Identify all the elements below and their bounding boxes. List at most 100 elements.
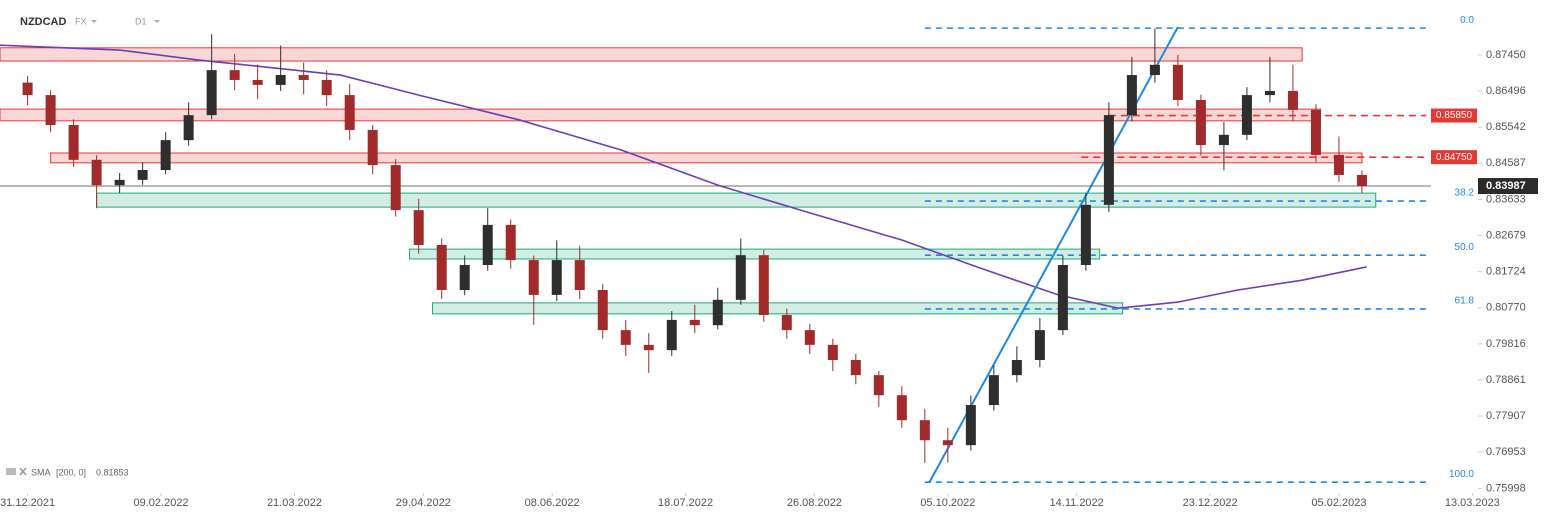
x-tick-label: 14.11.2022 [1050,497,1104,509]
candle-body [367,129,378,166]
level-badge [1431,150,1477,165]
x-tick-label: 05.02.2023 [1311,497,1366,509]
fib-label: 61.8 [1455,296,1475,307]
level-badge [1431,108,1477,123]
x-tick-label: 23.12.2022 [1183,497,1238,509]
level-label: 0.85850 [1436,110,1473,121]
candle-body [827,344,838,361]
candle-body [1333,154,1344,175]
y-tick-label: 0.85542 [1486,121,1526,133]
candle-body [758,255,769,315]
candle-body [114,179,125,186]
candle-body [344,95,355,130]
x-tick-label: 31.12.2021 [0,497,55,509]
y-tick-label: 0.78861 [1486,374,1526,386]
zone [96,192,1377,208]
candle-body [137,170,148,180]
interval[interactable]: D1 [135,16,147,26]
x-tick-label: 18.07.2022 [658,497,713,509]
legend-icon[interactable] [6,468,16,475]
legend: SMA [200, 0] 0.81853 [6,467,129,477]
y-tick-label: 0.82679 [1486,229,1526,241]
candle-body [275,75,286,85]
candle-body [45,95,56,125]
candle-body [1218,134,1229,146]
candle-body [459,265,470,290]
candle-body [436,244,447,290]
candle-body [804,330,815,345]
level-label: 0.84750 [1436,152,1473,163]
close-icon[interactable] [19,467,27,476]
y-tick-label: 0.80770 [1486,302,1526,314]
legend-name: SMA [31,467,51,477]
fib-label: 38.2 [1455,188,1475,199]
candle-body [183,115,194,141]
candle-body [896,395,907,421]
candle-body [229,70,240,80]
candle-body [206,70,217,116]
zone [432,302,1124,315]
fib-label: 100.0 [1449,469,1474,480]
market[interactable]: FX [75,16,87,26]
candle-body [528,260,539,295]
candle-body [1080,204,1091,266]
candle-body [597,289,608,331]
y-tick-label: 0.79816 [1486,338,1526,350]
candle-body [390,165,401,211]
legend-params: [200, 0] [56,467,86,477]
candle-body [413,210,424,245]
sma-line [0,44,1367,309]
candle-body [574,260,585,290]
candle-body [712,299,723,326]
candle-body [551,260,562,295]
candle-body [1126,75,1137,116]
last-price-badge [1478,178,1538,195]
candle-body [666,319,677,351]
x-tick-label: 05.10.2022 [920,497,975,509]
candle-body [735,255,746,300]
candle-body [850,360,861,376]
candle-body [643,344,654,351]
zone [50,152,1363,164]
candle-body [252,79,263,85]
candle-body [1287,90,1298,110]
candle-body [160,140,171,171]
candle-body [1011,360,1022,376]
dropdown-icon[interactable] [154,20,160,23]
candle-body [1195,100,1206,146]
last-price-label: 0.83987 [1486,180,1526,192]
candle-body [1241,95,1252,135]
x-tick-label: 29.04.2022 [396,497,451,509]
y-tick-label: 0.75998 [1486,482,1526,494]
y-tick-label: 0.86496 [1486,85,1526,97]
x-tick-label: 13.03.2023 [1445,497,1500,509]
candle-body [781,314,792,331]
candle-body [505,224,516,261]
y-tick-label: 0.87450 [1486,49,1526,61]
candle-body [1264,90,1275,96]
candle-body [988,375,999,406]
candle-body [1356,174,1367,187]
fib-label: 50.0 [1455,242,1475,253]
x-tick-label: 26.08.2022 [787,497,842,509]
candle-body [1310,109,1321,155]
fib-label: 0.0 [1460,15,1474,26]
candle-body [965,405,976,446]
y-tick-label: 0.81724 [1486,266,1526,278]
candle-body [620,330,631,345]
x-tick-label: 09.02.2022 [134,497,189,509]
candle-body [873,375,884,396]
legend-value: 0.81853 [96,467,129,477]
candle-body [942,440,953,446]
x-tick-label: 21.03.2022 [267,497,322,509]
zone [409,248,1101,260]
candle-body [689,319,700,326]
y-tick-label: 0.83633 [1486,193,1526,205]
candle-body [321,79,332,96]
candle-body [919,420,930,441]
symbol: NZDCAD [20,16,66,28]
candle-body [1149,64,1160,76]
dropdown-icon[interactable] [91,20,97,23]
candle-body [1057,265,1068,331]
